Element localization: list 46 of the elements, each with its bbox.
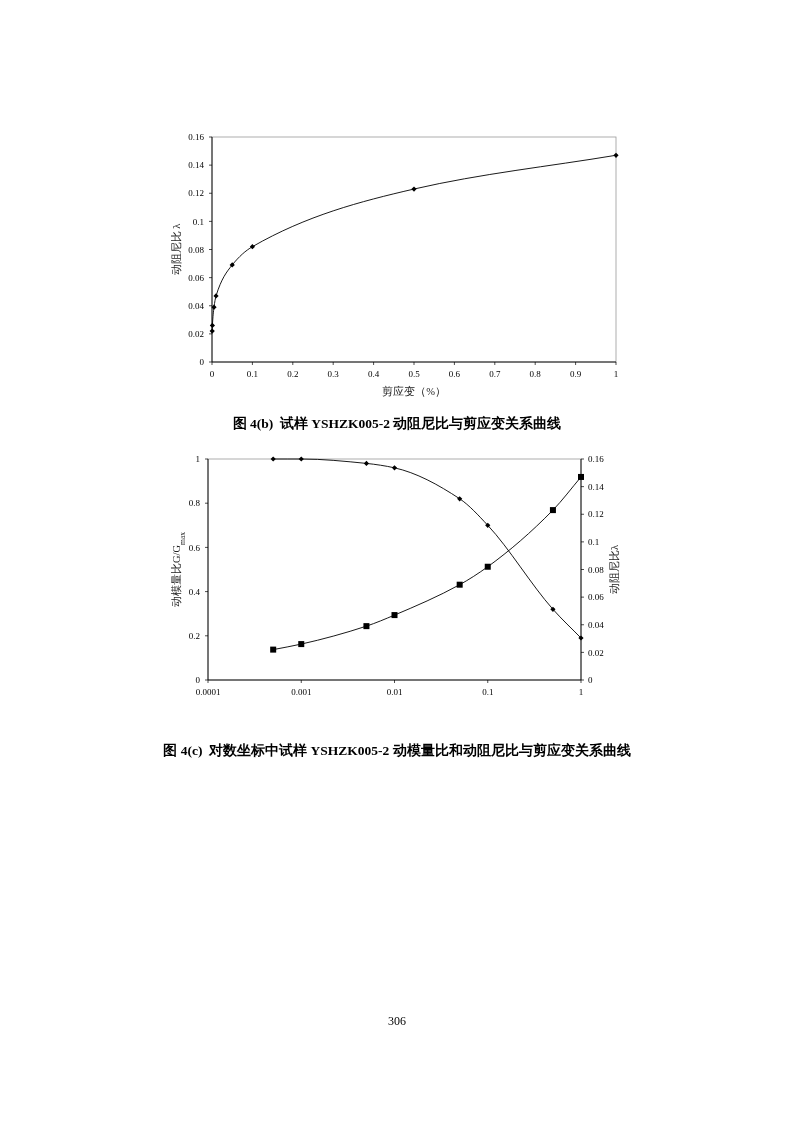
y-tick-label: 0.6: [188, 542, 200, 553]
x-tick-label: 0.001: [291, 687, 312, 697]
y-tick-label: 0.1: [192, 216, 204, 227]
x-tick-label: 0: [209, 369, 215, 379]
y2-tick-label: 0.08: [588, 564, 604, 575]
y2-tick-label: 0.02: [588, 647, 604, 658]
x-tick-label: 0.1: [482, 687, 494, 697]
y-tick-label: 0.4: [188, 586, 200, 597]
y2-tick-label: 0.1: [588, 537, 600, 548]
y-tick-label: 0: [195, 675, 200, 686]
x-tick-label: 0.2: [287, 369, 299, 379]
x-tick-label: 0.6: [448, 369, 460, 379]
x-tick-label: 1: [578, 687, 584, 697]
x-label: 剪应变（%）: [382, 386, 446, 397]
x-tick-label: 0.0001: [195, 687, 221, 697]
annotation: 306: [388, 1014, 406, 1028]
x-tick-label: 0.7: [489, 369, 501, 379]
x-tick-label: 0.9: [569, 369, 582, 379]
y-tick-label: 0.14: [188, 160, 204, 171]
y-label: 动阻尼比 λ: [171, 223, 182, 276]
y-tick-label: 0.12: [188, 188, 204, 199]
y2-tick-label: 0.14: [588, 481, 604, 492]
y-tick-label: 0.16: [188, 132, 204, 143]
y-tick-label: 0.2: [188, 631, 200, 641]
y-tick-label: 0.8: [188, 498, 200, 509]
y-tick-label: 1: [195, 454, 200, 465]
y-tick-label: 0.06: [188, 272, 204, 283]
y2-tick-label: 0.12: [588, 509, 604, 520]
title: 图 4(b) 试样 YSHZK005-2 动阻尼比与剪应变关系曲线: [232, 416, 562, 431]
y2-tick-label: 0.16: [588, 454, 604, 465]
x-tick-label: 0.1: [246, 369, 258, 379]
x-tick-label: 0.4: [368, 369, 380, 379]
y2-label: 动阻尼比λ: [609, 544, 620, 595]
y-tick-label: 0.08: [188, 244, 204, 255]
x-tick-label: 0.01: [386, 687, 403, 697]
x-tick-label: 0.3: [327, 369, 339, 379]
y-tick-label: 0.02: [188, 329, 204, 340]
x-tick-label: 1: [613, 369, 619, 379]
x-tick-label: 0.8: [529, 369, 541, 379]
y2-tick-label: 0.06: [588, 592, 604, 603]
x-tick-label: 0.5: [408, 369, 420, 379]
y-tick-label: 0: [199, 357, 204, 368]
y2-tick-label: 0: [588, 675, 593, 686]
y-tick-label: 0.04: [188, 300, 204, 311]
y2-tick-label: 0.04: [588, 619, 604, 630]
title: 图 4(c) 对数坐标中试样 YSHZK005-2 动模量比和动阻尼比与剪应变关系曲线: [163, 743, 631, 758]
